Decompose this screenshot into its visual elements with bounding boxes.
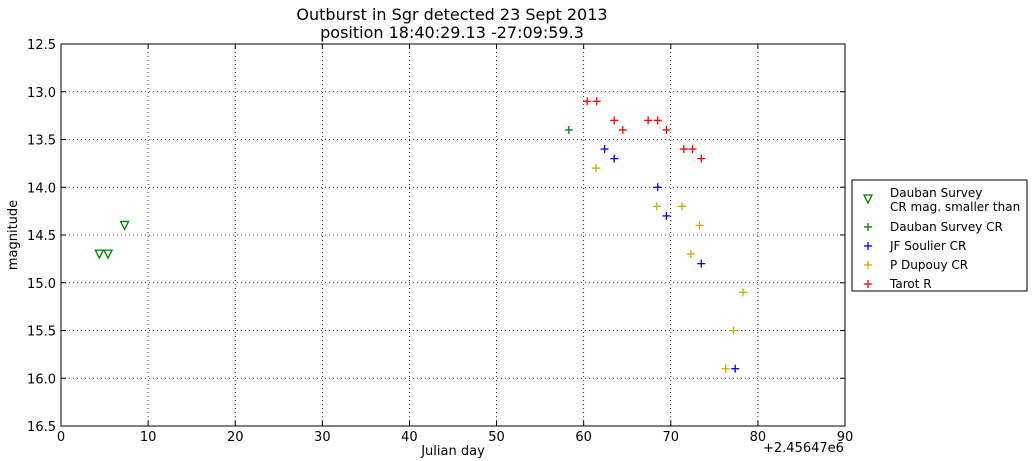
chart-title: Outburst in Sgr detected 23 Sept 2013pos… — [296, 5, 607, 42]
y-tick-label: 16.5 — [27, 420, 56, 435]
data-point-series-2 — [600, 145, 609, 154]
x-tick-label: 80 — [750, 430, 767, 445]
data-point-series-2 — [662, 211, 671, 220]
data-point-series-2 — [697, 259, 706, 268]
data-point-series-3 — [721, 364, 730, 373]
data-point-series-0 — [119, 220, 130, 231]
data-point-series-2 — [731, 364, 740, 373]
y-tick-label: 16.0 — [27, 372, 56, 387]
data-point-series-0 — [102, 249, 114, 260]
data-point-series-3 — [591, 164, 600, 173]
data-point-series-3 — [695, 221, 704, 230]
legend-label: Dauban Survey CR — [890, 220, 1003, 234]
legend-marker — [862, 194, 874, 205]
data-point-series-4 — [688, 145, 697, 154]
y-tick-label: 15.0 — [27, 277, 56, 292]
x-axis-offset-label: +2.45647e6 — [763, 441, 844, 456]
data-point-series-4 — [644, 116, 653, 125]
data-point-series-3 — [729, 326, 738, 335]
title-line: Outburst in Sgr detected 23 Sept 2013 — [296, 5, 607, 24]
legend-box — [851, 179, 1028, 292]
data-point-series-1 — [564, 125, 573, 134]
y-tick-label: 13.5 — [27, 134, 56, 149]
data-points — [94, 97, 748, 373]
x-tick-label: 30 — [314, 430, 331, 445]
data-point-series-3 — [678, 202, 687, 211]
legend-label: P Dupouy CR — [890, 258, 968, 272]
data-point-series-4 — [697, 154, 706, 163]
y-tick-label: 12.5 — [27, 38, 56, 53]
x-tick-label: 0 — [57, 430, 65, 445]
title-line: position 18:40:29.13 -27:09:59.3 — [320, 23, 584, 42]
data-point-series-4 — [662, 125, 671, 134]
y-tick-label: 15.5 — [27, 325, 56, 340]
x-tick-label: 70 — [663, 430, 680, 445]
legend-label: Dauban Survey — [890, 186, 982, 200]
legend-marker — [864, 223, 872, 231]
data-point-series-4 — [610, 116, 619, 125]
legend-marker — [864, 280, 872, 288]
x-tick-label: 90 — [837, 430, 854, 445]
plot-area — [60, 43, 846, 427]
x-tick-label: 50 — [488, 430, 505, 445]
data-point-series-3 — [652, 202, 661, 211]
legend-marker — [864, 261, 872, 269]
y-tick-label: 14.5 — [27, 229, 56, 244]
axis-ticks: 0 10 20 30 40 50 60 70 80 90 12.5 13.0 13.5 14.0 14.5 1… — [27, 38, 853, 445]
legend-label: Tarot R — [889, 277, 932, 291]
data-point-series-4 — [583, 97, 592, 106]
data-point-series-4 — [618, 125, 627, 134]
x-tick-label: 40 — [401, 430, 418, 445]
data-point-series-4 — [592, 97, 601, 106]
x-tick-label: 60 — [575, 430, 592, 445]
grid-lines — [61, 44, 845, 426]
data-point-series-0 — [94, 249, 105, 260]
data-point-series-2 — [610, 154, 619, 163]
legend-label: CR mag. smaller than — [890, 200, 1020, 214]
y-tick-label: 13.0 — [27, 86, 56, 101]
data-point-series-2 — [653, 183, 662, 192]
data-point-series-4 — [679, 145, 688, 154]
x-tick-label: 10 — [140, 430, 157, 445]
legend-label: JF Soulier CR — [889, 239, 966, 253]
y-tick-label: 14.0 — [27, 181, 56, 196]
data-point-series-4 — [653, 116, 662, 125]
legend-marker — [864, 242, 872, 250]
y-axis-label: magnitude — [6, 200, 21, 270]
x-axis-label: Julian day — [420, 444, 485, 459]
x-tick-label: 20 — [227, 430, 244, 445]
data-point-series-3 — [739, 288, 748, 297]
data-point-series-3 — [686, 250, 695, 259]
